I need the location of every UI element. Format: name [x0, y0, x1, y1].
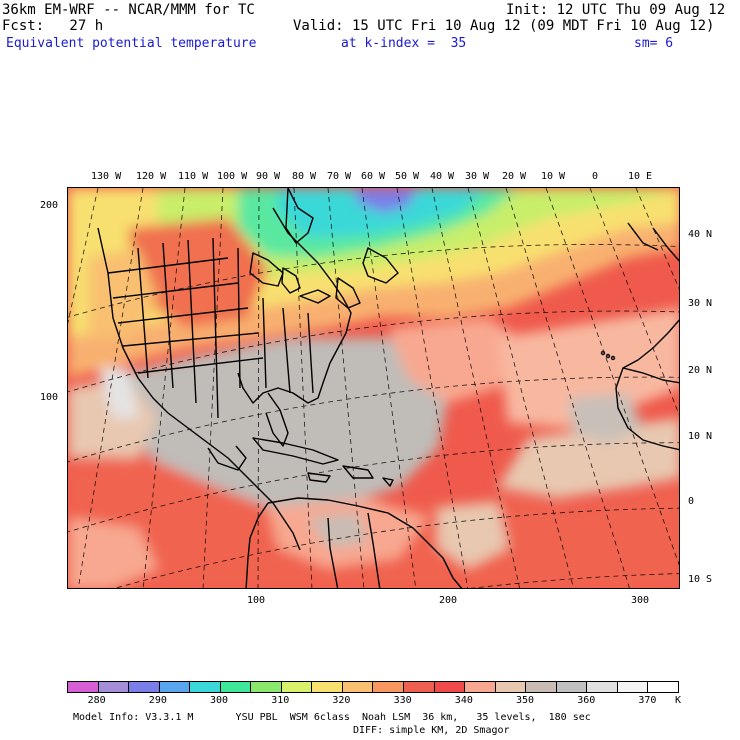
- colorbar-swatch: [190, 682, 221, 692]
- colorbar-tick-label: 320: [332, 695, 351, 706]
- colorbar-swatch: [648, 682, 678, 692]
- colorbar-tick-label: 300: [210, 695, 229, 706]
- colorbar-tick-label: 310: [271, 695, 290, 706]
- colorbar-tick-label: 340: [454, 695, 473, 706]
- colorbar-tick-label: 330: [393, 695, 412, 706]
- grid-y-label: 100: [40, 392, 59, 403]
- lat-label: 30 N: [688, 298, 713, 309]
- colorbar-swatch: [617, 682, 649, 692]
- lon-label: 130 W: [91, 171, 122, 182]
- lon-label: 50 W: [395, 171, 420, 182]
- valid-time: Valid: 15 UTC Fri 10 Aug 12 (09 MDT Fri …: [293, 18, 715, 34]
- lon-label: 110 W: [178, 171, 209, 182]
- grid-x-label: 200: [439, 595, 458, 606]
- grid-x-label: 300: [631, 595, 650, 606]
- lon-label: 30 W: [465, 171, 490, 182]
- grid-y-label: 200: [40, 200, 59, 211]
- smoothing-info: sm= 6: [634, 36, 674, 51]
- colorbar-swatch: [312, 682, 343, 692]
- lat-label: 10 N: [688, 431, 713, 442]
- lon-label: 90 W: [256, 171, 281, 182]
- colorbar-tick-label: 360: [577, 695, 596, 706]
- lon-label: 20 W: [502, 171, 527, 182]
- model-info-line: Model Info: V3.3.1 M YSU PBL WSM 6class …: [73, 712, 591, 723]
- colorbar-swatch: [373, 682, 405, 692]
- colorbar-swatch: [587, 682, 618, 692]
- colorbar-swatch: [556, 682, 588, 692]
- colorbar-tick-label: 280: [87, 695, 106, 706]
- lat-label: 40 N: [688, 229, 713, 240]
- colorbar-swatch: [526, 682, 557, 692]
- lat-label: 10 S: [688, 574, 713, 585]
- colorbar-swatch: [68, 682, 99, 692]
- map-graphic: [68, 188, 679, 588]
- colorbar-swatch: [404, 682, 435, 692]
- colorbar-swatch: [495, 682, 527, 692]
- colorbar-tick-label: 350: [516, 695, 535, 706]
- lat-label: 20 N: [688, 365, 713, 376]
- lon-label: 0: [592, 171, 599, 182]
- theta-e-map: [67, 187, 680, 589]
- colorbar-tick-label: 370: [638, 695, 657, 706]
- colorbar-swatch: [159, 682, 191, 692]
- lat-label: 0: [688, 496, 695, 507]
- diffusion-info-line: DIFF: simple KM, 2D Smagor: [353, 725, 510, 736]
- colorbar-unit: K: [675, 695, 682, 706]
- grid-x-label: 100: [247, 595, 266, 606]
- lon-label: 100 W: [217, 171, 248, 182]
- colorbar-swatch: [434, 682, 466, 692]
- model-title: 36km EM-WRF -- NCAR/MMM for TC: [2, 2, 255, 18]
- colorbar: [67, 681, 679, 693]
- colorbar-swatch: [98, 682, 130, 692]
- lon-label: 10 W: [541, 171, 566, 182]
- colorbar-swatch: [342, 682, 374, 692]
- colorbar-swatch: [465, 682, 496, 692]
- init-time: Init: 12 UTC Thu 09 Aug 12: [506, 2, 726, 18]
- colorbar-swatch: [220, 682, 252, 692]
- level-info: at k-index = 35: [341, 36, 467, 51]
- lon-label: 80 W: [292, 171, 317, 182]
- lon-label: 60 W: [361, 171, 386, 182]
- lon-label: 40 W: [430, 171, 455, 182]
- lon-label: 70 W: [327, 171, 352, 182]
- lon-label: 120 W: [136, 171, 167, 182]
- colorbar-swatch: [251, 682, 282, 692]
- forecast-hour: Fcst: 27 h: [2, 18, 104, 34]
- lon-label: 10 E: [628, 171, 653, 182]
- colorbar-swatch: [129, 682, 160, 692]
- colorbar-swatch: [281, 682, 313, 692]
- field-name: Equivalent potential temperature: [6, 36, 257, 51]
- colorbar-tick-label: 290: [148, 695, 167, 706]
